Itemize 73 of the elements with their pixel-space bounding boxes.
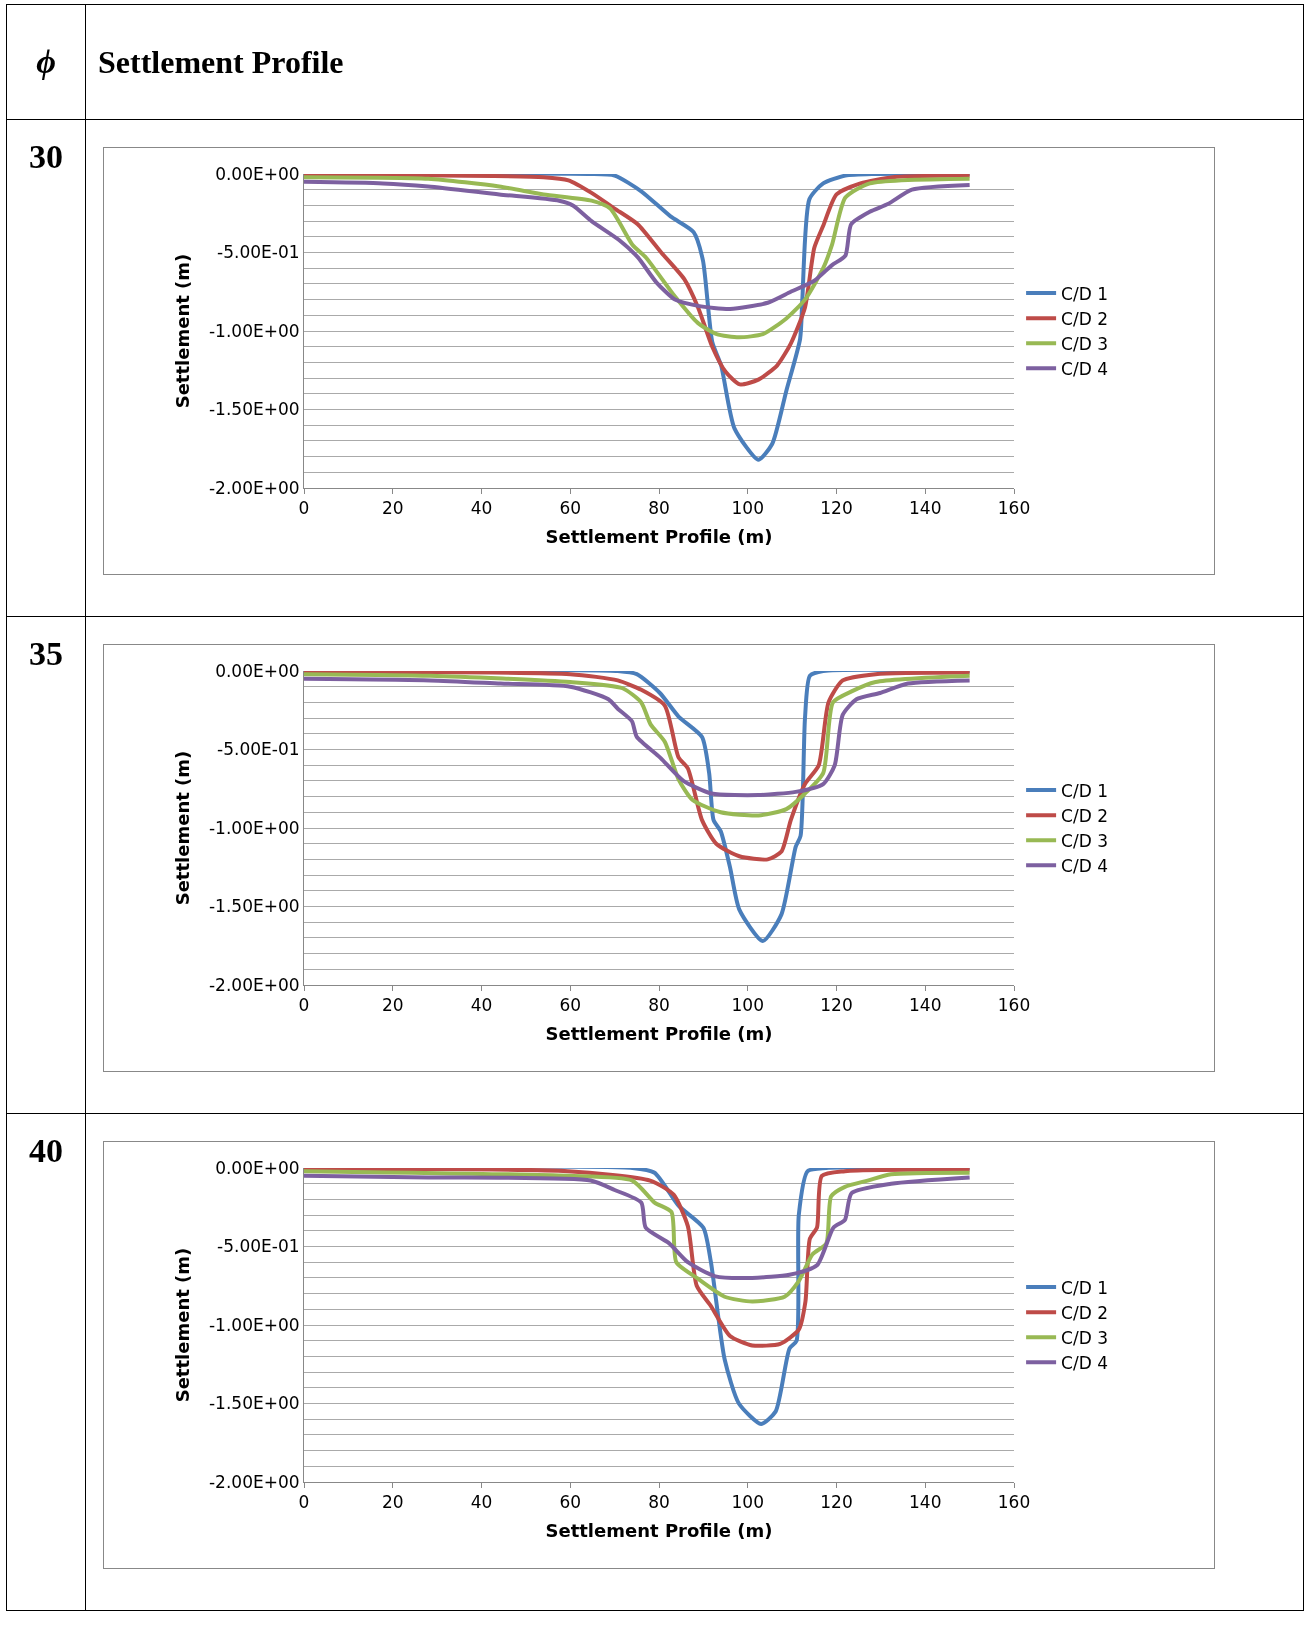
y-tick-label: -1.00E+00 bbox=[208, 320, 300, 341]
y-tick-label: -2.00E+00 bbox=[208, 974, 300, 995]
line-series bbox=[304, 1169, 972, 1304]
y-tick-label: 0.00E+00 bbox=[215, 660, 300, 681]
chart-title: 35 bbox=[6, 616, 86, 1114]
y-tick-label: -1.50E+00 bbox=[208, 1393, 300, 1414]
legend-label: C/D 1 bbox=[1061, 283, 1109, 304]
text: Settlement Profile bbox=[85, 4, 1304, 120]
legend-label: C/D 3 bbox=[1061, 1327, 1109, 1348]
y-tick-label: -5.00E-01 bbox=[217, 242, 300, 263]
legend-label: C/D 3 bbox=[1061, 333, 1109, 354]
legend-label: C/D 4 bbox=[1061, 358, 1109, 379]
x-tick-label: 120 bbox=[820, 995, 853, 1016]
x-tick-label: 80 bbox=[648, 1492, 670, 1513]
line-series bbox=[304, 676, 972, 798]
legend-label: C/D 4 bbox=[1061, 1352, 1109, 1373]
x-tick-label: 100 bbox=[731, 1492, 764, 1513]
x-tick-label: 160 bbox=[997, 995, 1031, 1016]
y-tick-label: -1.00E+00 bbox=[208, 1314, 300, 1335]
line-series bbox=[304, 1168, 972, 1348]
x-tick-label: 20 bbox=[381, 995, 404, 1016]
y-tick-label: -2.00E+00 bbox=[208, 477, 300, 498]
x-tick-label: 120 bbox=[820, 1492, 853, 1513]
text: ϕ bbox=[6, 4, 86, 120]
x-tick-label: 60 bbox=[559, 995, 582, 1016]
x-tick-label: 100 bbox=[731, 498, 764, 519]
x-tick-label: 40 bbox=[470, 995, 493, 1016]
x-tick-label: 120 bbox=[820, 498, 853, 519]
legend-label: C/D 2 bbox=[1061, 308, 1109, 329]
x-tick-label: 80 bbox=[648, 995, 670, 1016]
x-tick-label: 100 bbox=[731, 995, 764, 1016]
x-tick-label: 140 bbox=[909, 498, 942, 519]
y-axis-title: Settlement (m) bbox=[172, 253, 194, 409]
legend-label: C/D 1 bbox=[1061, 780, 1109, 801]
x-tick-label: 80 bbox=[648, 498, 670, 519]
x-tick-label: 60 bbox=[559, 1492, 582, 1513]
x-tick-label: 40 bbox=[470, 1492, 493, 1513]
x-tick-label: 20 bbox=[381, 498, 404, 519]
x-tick-label: 20 bbox=[381, 1492, 404, 1513]
line-series bbox=[304, 1173, 972, 1280]
chart-title: 30 bbox=[6, 119, 86, 617]
y-axis-title: Settlement (m) bbox=[172, 750, 194, 906]
line-series bbox=[304, 671, 972, 862]
x-tick-label: 0 bbox=[298, 1492, 310, 1513]
y-tick-label: -5.00E-01 bbox=[217, 1236, 300, 1257]
line-series bbox=[304, 174, 972, 387]
x-tick-label: 60 bbox=[559, 498, 582, 519]
y-tick-label: 0.00E+00 bbox=[215, 1157, 300, 1178]
y-tick-label: -1.50E+00 bbox=[208, 896, 300, 917]
y-tick-label: -1.50E+00 bbox=[208, 399, 300, 420]
x-tick-label: 160 bbox=[997, 498, 1031, 519]
legend-label: C/D 2 bbox=[1061, 805, 1109, 826]
legend-label: C/D 4 bbox=[1061, 855, 1109, 876]
line-series bbox=[304, 175, 972, 340]
legend-label: C/D 1 bbox=[1061, 1277, 1109, 1298]
y-axis-title: Settlement (m) bbox=[172, 1247, 194, 1403]
x-axis-title: Settlement Profile (m) bbox=[545, 1519, 773, 1541]
line-series bbox=[304, 672, 972, 818]
x-tick-label: 0 bbox=[298, 995, 310, 1016]
x-tick-label: 140 bbox=[909, 995, 942, 1016]
x-tick-label: 140 bbox=[909, 1492, 942, 1513]
y-tick-label: 0.00E+00 bbox=[215, 163, 300, 184]
legend-label: C/D 3 bbox=[1061, 830, 1109, 851]
x-axis-title: Settlement Profile (m) bbox=[545, 525, 773, 547]
x-tick-label: 40 bbox=[470, 498, 493, 519]
y-tick-label: -2.00E+00 bbox=[208, 1471, 300, 1492]
legend-label: C/D 2 bbox=[1061, 1302, 1109, 1323]
x-axis-title: Settlement Profile (m) bbox=[545, 1022, 773, 1044]
y-tick-label: -1.00E+00 bbox=[208, 817, 300, 838]
y-tick-label: -5.00E-01 bbox=[217, 739, 300, 760]
line-series bbox=[304, 179, 972, 312]
x-tick-label: 0 bbox=[298, 498, 310, 519]
x-tick-label: 160 bbox=[997, 1492, 1031, 1513]
